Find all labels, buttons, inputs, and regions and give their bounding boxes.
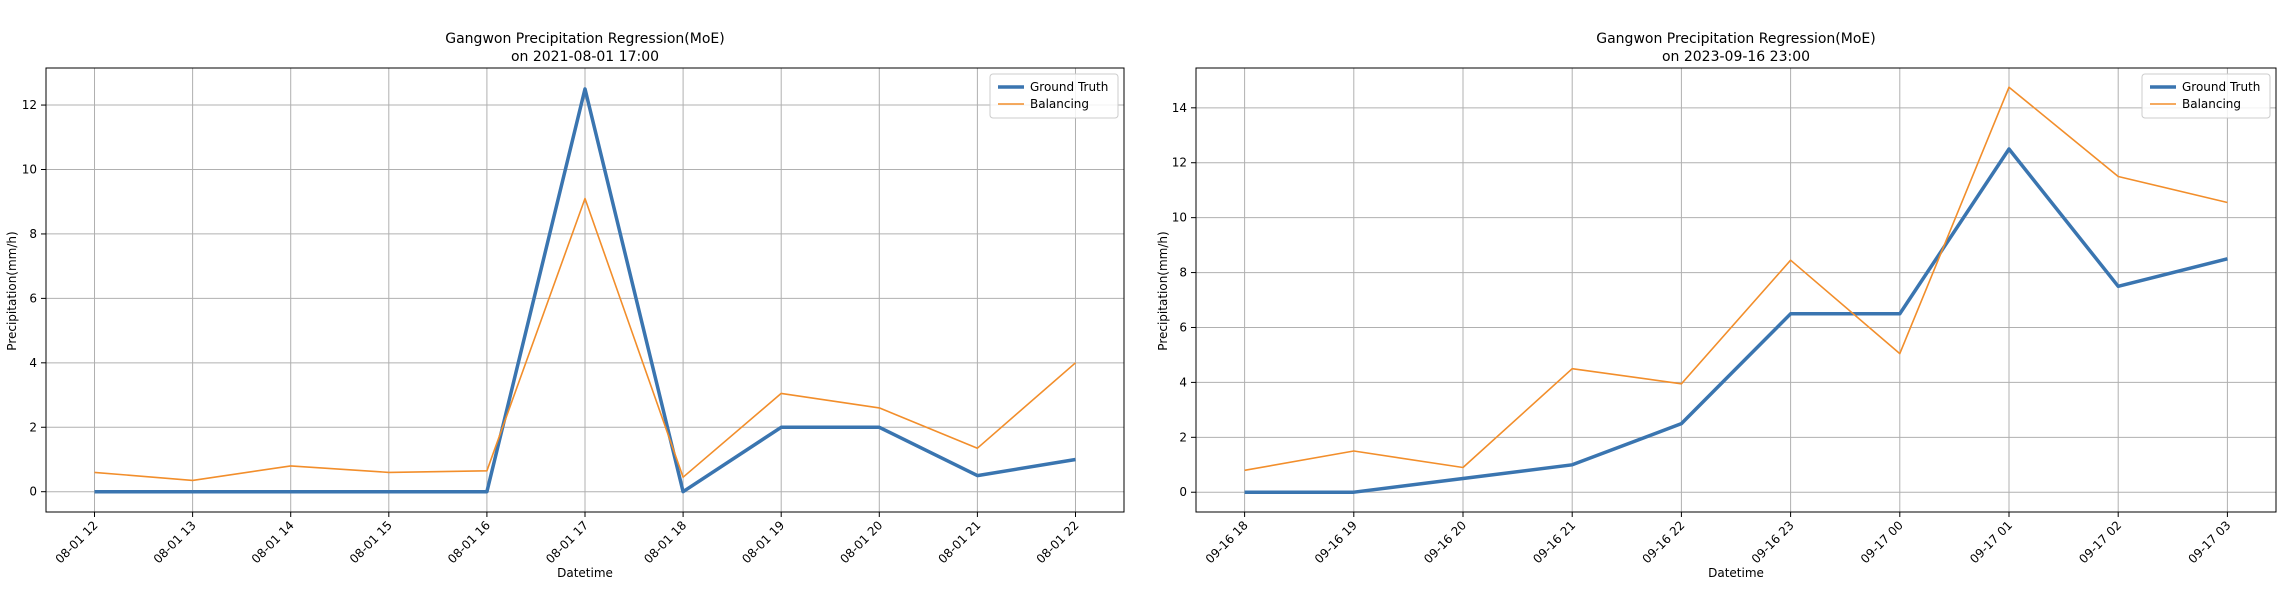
grid	[1196, 68, 2276, 512]
series-lines	[1244, 86, 2228, 494]
plot-frame	[1195, 67, 2277, 513]
y-tick-label: 6	[29, 291, 37, 305]
series-line-balancing	[1244, 86, 2228, 472]
y-tick-label: 12	[1172, 156, 1187, 170]
x-tick-label: 08-01 16	[445, 518, 493, 566]
x-tick-label: 08-01 21	[935, 518, 983, 566]
y-tick-label: 10	[22, 162, 37, 176]
chart-left: Gangwon Precipitation Regression(MoE) on…	[5, 31, 1125, 580]
x-tick-label: 09-16 18	[1203, 518, 1251, 566]
x-tick-label: 09-17 00	[1858, 518, 1906, 566]
legend-box	[2141, 73, 2271, 119]
y-tick-label: 14	[1172, 101, 1187, 115]
x-tick-label: 08-01 20	[837, 518, 885, 566]
x-tick-label: 09-16 19	[1312, 518, 1360, 566]
chart-right: Gangwon Precipitation Regression(MoE) on…	[1156, 31, 2277, 580]
y-tick-label: 0	[29, 485, 37, 499]
x-ticks: 09-16 18 09-16 19 09-16 20 09-16 21 09-16 22…	[1203, 512, 2234, 566]
y-tick-label: 2	[1179, 430, 1187, 444]
chart-title: Gangwon Precipitation Regression(MoE)	[445, 31, 724, 47]
x-tick-label: 08-01 17	[543, 518, 591, 566]
series-line-ground-truth	[94, 87, 1076, 494]
legend-label: Ground Truth	[1030, 80, 1108, 94]
x-tick-label: 09-16 22	[1639, 518, 1687, 566]
y-tick-label: 4	[29, 356, 37, 370]
chart-subtitle: on 2021-08-01 17:00	[511, 49, 659, 65]
y-tick-label: 4	[1179, 375, 1187, 389]
legend: Ground Truth Balancing	[2141, 73, 2271, 119]
x-tick-label: 09-17 01	[1967, 518, 2015, 566]
x-tick-label: 08-01 12	[53, 518, 101, 566]
y-ticks: 0 2 4 6 8 10 12 14	[1172, 101, 1196, 499]
series-line-balancing	[94, 197, 1077, 482]
legend-box	[989, 73, 1119, 119]
y-ticks: 0 2 4 6 8 10 12	[22, 98, 46, 499]
chart-subtitle: on 2023-09-16 23:00	[1662, 49, 1810, 65]
grid	[46, 68, 1124, 512]
series-lines	[94, 87, 1077, 494]
y-axis-label: Precipitation(mm/h)	[5, 231, 19, 350]
legend-label: Balancing	[2182, 97, 2241, 111]
x-axis-label: Datetime	[557, 566, 613, 580]
x-tick-label: 08-01 18	[641, 518, 689, 566]
series-line-ground-truth	[1244, 147, 2228, 494]
y-tick-label: 2	[29, 420, 37, 434]
legend-label: Ground Truth	[2182, 80, 2260, 94]
y-tick-label: 8	[1179, 266, 1187, 280]
y-axis-label: Precipitation(mm/h)	[1156, 231, 1170, 350]
x-tick-label: 08-01 14	[249, 518, 297, 566]
x-tick-label: 09-16 20	[1421, 518, 1469, 566]
y-tick-label: 12	[22, 98, 37, 112]
legend: Ground Truth Balancing	[989, 73, 1119, 119]
x-tick-label: 09-16 23	[1749, 518, 1797, 566]
legend-label: Balancing	[1030, 97, 1089, 111]
x-tick-label: 08-01 22	[1034, 518, 1082, 566]
y-tick-label: 0	[1179, 485, 1187, 499]
x-tick-label: 09-17 02	[2076, 518, 2124, 566]
x-tick-label: 09-16 21	[1530, 518, 1578, 566]
chart-title: Gangwon Precipitation Regression(MoE)	[1596, 31, 1875, 47]
x-ticks: 08-01 12 08-01 13 08-01 14 08-01 15 08-01 16…	[53, 512, 1082, 566]
x-tick-label: 08-01 15	[347, 518, 395, 566]
x-tick-label: 08-01 19	[739, 518, 787, 566]
y-tick-label: 8	[29, 227, 37, 241]
y-tick-label: 6	[1179, 320, 1187, 334]
x-tick-label: 08-01 13	[151, 518, 199, 566]
y-tick-label: 10	[1172, 211, 1187, 225]
x-axis-label: Datetime	[1708, 566, 1764, 580]
x-tick-label: 09-17 03	[2185, 518, 2233, 566]
